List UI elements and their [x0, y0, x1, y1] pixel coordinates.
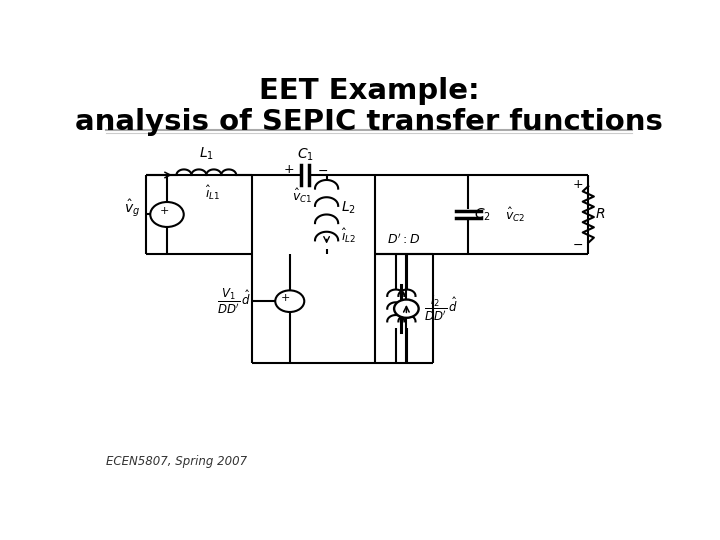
Text: $+$: $+$	[283, 164, 294, 177]
Text: $+$: $+$	[158, 205, 168, 216]
Text: $L_1$: $L_1$	[199, 145, 214, 161]
Text: $\hat{\imath}_{L2}$: $\hat{\imath}_{L2}$	[341, 227, 356, 245]
Text: $+$: $+$	[280, 292, 290, 303]
Text: $\hat{v}_{C2}$: $\hat{v}_{C2}$	[505, 205, 525, 224]
Text: $-$: $-$	[317, 164, 328, 177]
Text: $D' : D$: $D' : D$	[387, 232, 420, 246]
Text: $+$: $+$	[572, 178, 582, 191]
Circle shape	[394, 300, 418, 318]
Text: $-$: $-$	[572, 238, 582, 251]
Text: $\dfrac{I_2}{DD'}\,\hat{d}$: $\dfrac{I_2}{DD'}\,\hat{d}$	[424, 294, 459, 323]
Text: $\hat{v}_{C1}$: $\hat{v}_{C1}$	[292, 187, 312, 205]
Text: ECEN5807, Spring 2007: ECEN5807, Spring 2007	[106, 455, 247, 468]
Text: EET Example:: EET Example:	[258, 77, 480, 105]
Text: $R$: $R$	[595, 207, 606, 221]
Text: $C_1$: $C_1$	[297, 146, 314, 163]
Circle shape	[150, 202, 184, 227]
Text: $L_2$: $L_2$	[341, 200, 356, 217]
Text: $\dfrac{V_1}{DD'}\,\hat{d}$: $\dfrac{V_1}{DD'}\,\hat{d}$	[217, 287, 252, 316]
Text: $\hat{v}_g$: $\hat{v}_g$	[124, 198, 140, 219]
Text: $\hat{\imath}_{L1}$: $\hat{\imath}_{L1}$	[205, 184, 221, 202]
Text: $C_2$: $C_2$	[474, 206, 491, 222]
Text: analysis of SEPIC transfer functions: analysis of SEPIC transfer functions	[75, 109, 663, 137]
Circle shape	[275, 291, 305, 312]
